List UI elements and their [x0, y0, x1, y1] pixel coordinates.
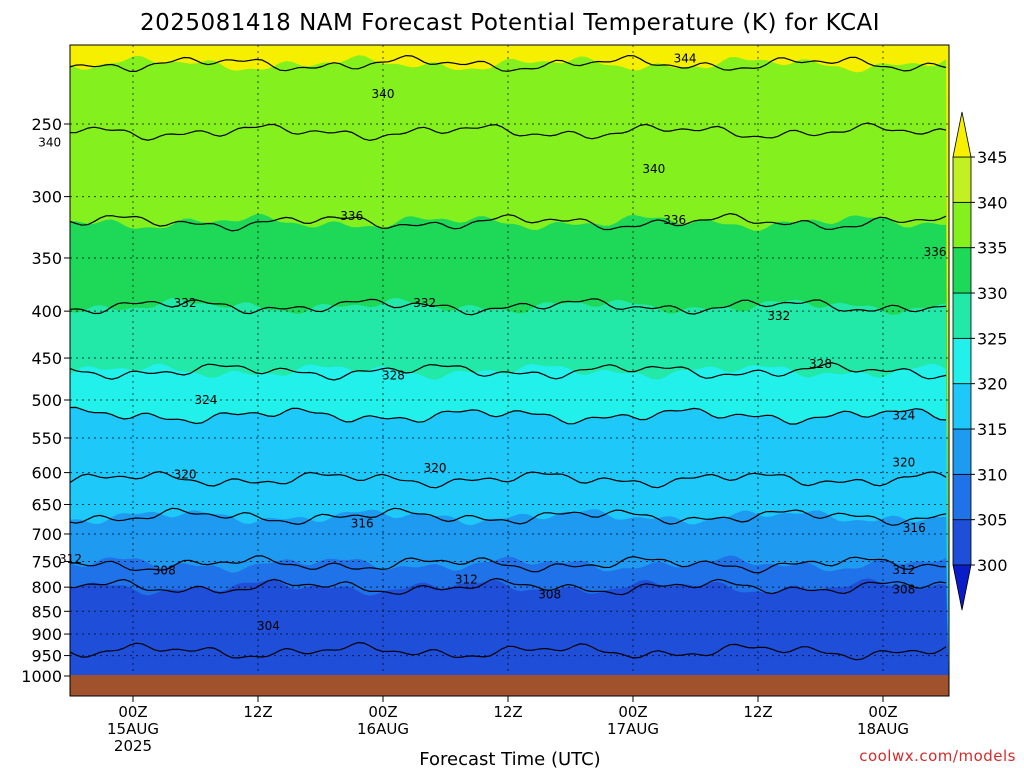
contour-label: 312: [892, 563, 915, 577]
contour-label: 308: [892, 583, 915, 597]
contour-line-320: [70, 470, 947, 489]
contour-label: 328: [809, 357, 832, 371]
contour-line-312: [70, 555, 947, 574]
colorbar-band: [952, 519, 972, 566]
contour-label: 312: [455, 573, 478, 587]
contour-label: 340: [642, 162, 665, 176]
contour-label: 308: [538, 588, 561, 602]
y-tick-label: 450: [31, 349, 62, 368]
contour-label: 320: [174, 468, 197, 482]
x-tick-label: 16AUG: [357, 720, 409, 738]
chart-title: 2025081418 NAM Forecast Potential Temper…: [140, 10, 880, 36]
colorbar-band: [952, 428, 972, 475]
contour-line-308: [70, 577, 947, 596]
x-tick-label: 12Z: [243, 703, 272, 721]
contour-label: 336: [663, 213, 686, 227]
contour-label: 336: [340, 209, 363, 223]
contour-label: 308: [153, 563, 176, 577]
contour-fill-bands: [70, 45, 949, 696]
colorbar-band: [952, 337, 972, 385]
surface-ground-bar: [70, 675, 949, 696]
contour-label: 320: [892, 456, 915, 470]
x-tick-label: 17AUG: [607, 720, 659, 738]
x-axis-label: Forecast Time (UTC): [419, 749, 600, 768]
y-tick-label: 650: [31, 495, 62, 514]
x-tick-label: 00Z: [368, 703, 397, 721]
contour-label: 324: [892, 409, 915, 423]
y-tick-label: 1000: [21, 667, 62, 686]
colorbar-label: 345: [977, 148, 1008, 167]
y-tick-label: 350: [31, 249, 62, 268]
y-tick-label: 500: [31, 391, 62, 410]
y-tick-label: 900: [31, 625, 62, 644]
contour-line-344: [70, 54, 947, 72]
grid-lines: [70, 45, 949, 696]
x-tick-label: 12Z: [493, 703, 522, 721]
colorbar-overflow-arrow: [952, 111, 972, 158]
x-tick-label: 18AUG: [857, 720, 909, 738]
y-tick-label: 300: [31, 188, 62, 207]
colorbar-label: 300: [977, 556, 1008, 575]
colorbar-label: 320: [977, 375, 1008, 394]
contour-label: 324: [194, 393, 217, 407]
colorbar-band: [952, 201, 972, 249]
y-tick-label: 750: [31, 552, 62, 571]
contour-label: 332: [413, 296, 436, 310]
contour-line-332: [70, 298, 947, 316]
colorbar-label: 340: [977, 193, 1008, 212]
y-tick-label: 800: [31, 578, 62, 597]
x-tick-label: 00Z: [618, 703, 647, 721]
colorbar-band: [952, 383, 972, 430]
y-tick-label: 400: [31, 302, 62, 321]
contour-label: 320: [424, 461, 447, 475]
credit-text: coolwx.com/models: [859, 747, 1016, 765]
colorbar-label: 325: [977, 329, 1008, 348]
contour-label: 328: [382, 368, 405, 382]
x-tick-label: 00Z: [868, 703, 897, 721]
plot-frame: [69, 44, 950, 697]
contour-label: 340: [372, 87, 395, 101]
colorbar-label: 315: [977, 420, 1008, 439]
colorbar-band: [952, 156, 972, 203]
contour-line-328: [70, 362, 947, 381]
colorbar-label: 310: [977, 465, 1008, 484]
contour-label: 340: [38, 136, 61, 150]
colorbar-label: 335: [977, 239, 1008, 258]
contour-label: 316: [351, 517, 374, 531]
contour-label: 332: [174, 296, 197, 310]
x-tick-label: 00Z: [118, 703, 147, 721]
x-tick-label: 2025: [114, 737, 152, 755]
contour-label: 336: [924, 245, 947, 259]
y-tick-label: 700: [31, 525, 62, 544]
contour-label: 344: [674, 51, 697, 65]
contour-labels: 344 340 340 340 336 336 336 332 332 332 328 328 324 3…: [38, 51, 946, 633]
y-axis-ticks: 250 300 350 400 450 500 550 600 650 700 750 800 850 9…: [21, 115, 70, 686]
contour-label: 332: [767, 309, 790, 323]
y-tick-label: 950: [31, 647, 62, 666]
colorbar-underflow-arrow: [952, 564, 972, 611]
colorbar-label: 330: [977, 284, 1008, 303]
y-tick-label: 600: [31, 464, 62, 483]
y-tick-label: 850: [31, 602, 62, 621]
colorbar-band: [952, 247, 972, 294]
contour-label: 316: [903, 521, 926, 535]
contour-label: 304: [257, 619, 280, 633]
x-tick-label: 12Z: [743, 703, 772, 721]
x-tick-label: 15AUG: [107, 720, 159, 738]
colorbar-label: 305: [977, 511, 1008, 530]
y-tick-label: 250: [31, 115, 62, 134]
y-tick-label: 550: [31, 429, 62, 448]
colorbar-band: [952, 292, 972, 339]
colorbar: 300 305 310 315 320 325 330 335 340 345: [952, 111, 1008, 611]
colorbar-band: [952, 473, 972, 521]
